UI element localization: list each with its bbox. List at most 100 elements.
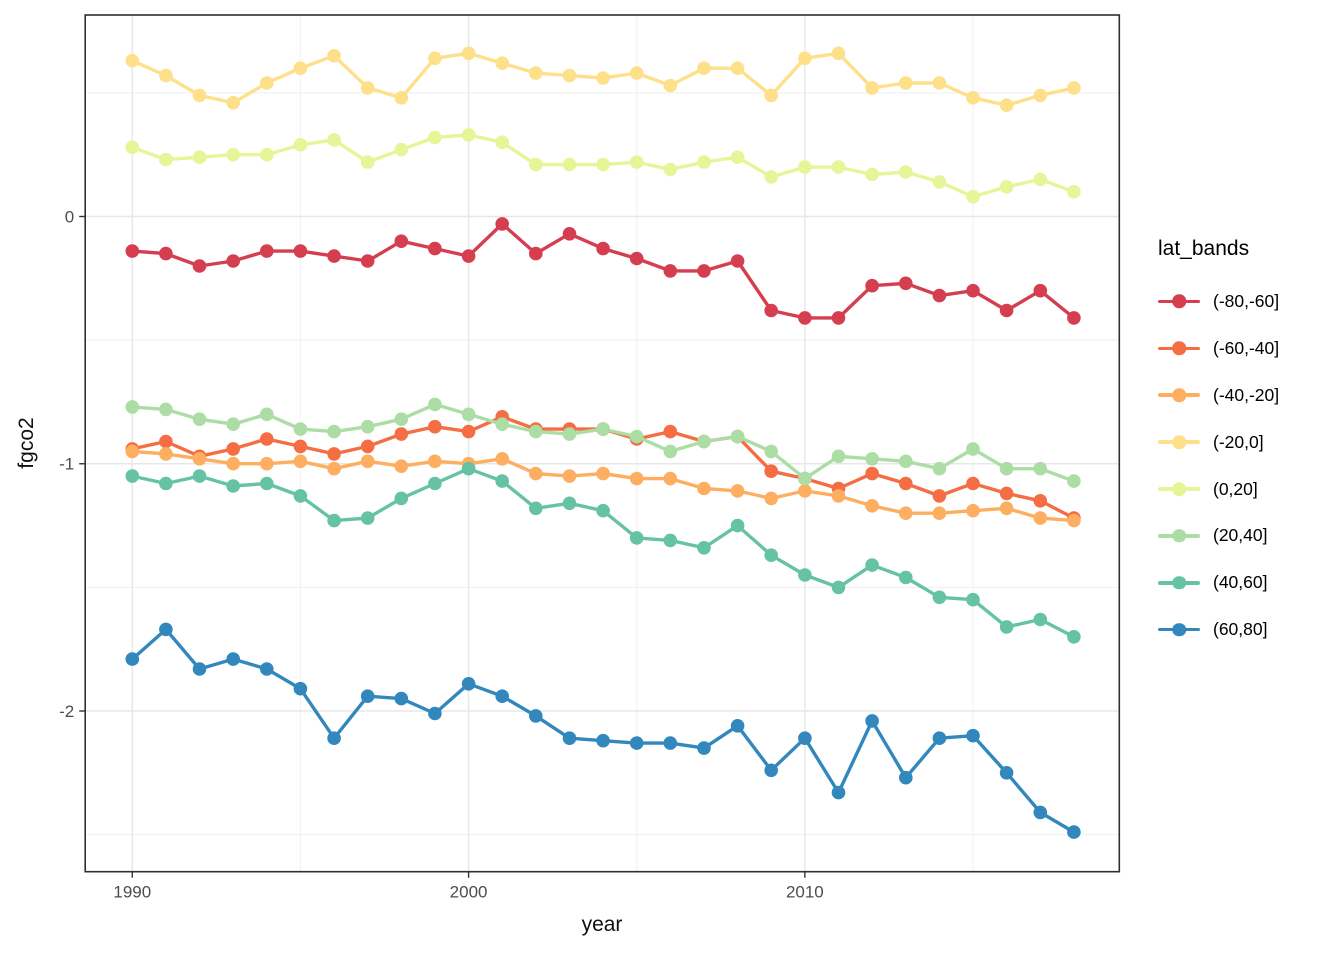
data-point (125, 469, 140, 483)
data-point (293, 422, 308, 436)
data-point (428, 397, 442, 412)
data-point (798, 160, 812, 174)
data-point (428, 454, 442, 469)
legend-label: (40,60] (1213, 572, 1268, 593)
data-point (932, 288, 947, 303)
data-point (260, 407, 274, 422)
data-point (495, 689, 510, 703)
data-point (966, 476, 980, 491)
data-point (428, 476, 442, 491)
legend-key-icon (1158, 340, 1200, 356)
data-point (999, 620, 1014, 634)
data-point (529, 466, 543, 481)
data-point (865, 452, 879, 466)
y-tick-label: 0 (65, 207, 74, 226)
data-point (327, 49, 341, 63)
data-point (260, 76, 274, 90)
data-point (495, 135, 510, 150)
data-point (764, 303, 778, 318)
data-point (562, 227, 577, 241)
data-point (798, 568, 812, 582)
data-point (125, 400, 140, 414)
series-(20,40] (125, 397, 1081, 488)
data-point (865, 278, 879, 293)
legend-key-dot (1172, 529, 1186, 543)
data-point (529, 424, 543, 439)
data-point (596, 157, 610, 172)
data-point (697, 155, 711, 169)
data-point (1033, 511, 1048, 525)
data-point (663, 471, 678, 486)
data-point (730, 254, 745, 268)
data-point (394, 142, 409, 157)
data-point (764, 170, 778, 184)
series-(60,80] (125, 622, 1081, 839)
data-point (899, 770, 913, 785)
data-point (360, 689, 375, 703)
legend-label: (0,20] (1213, 478, 1258, 499)
data-point (327, 731, 341, 745)
data-point (663, 533, 678, 548)
data-point (159, 447, 173, 461)
data-point (125, 244, 140, 258)
data-point (596, 466, 610, 481)
data-point (966, 728, 980, 743)
data-point (999, 303, 1014, 318)
data-point (327, 461, 341, 476)
data-point (226, 96, 240, 110)
data-point (629, 155, 644, 169)
data-point (461, 46, 476, 61)
legend-label: (-20,0] (1213, 431, 1264, 452)
data-point (730, 61, 745, 75)
data-point (764, 763, 778, 778)
data-point (495, 452, 510, 466)
data-point (192, 88, 207, 103)
data-point (260, 432, 274, 446)
data-point (226, 456, 240, 471)
data-point (495, 474, 510, 488)
data-point (192, 259, 207, 273)
data-point (394, 691, 409, 706)
data-point (428, 419, 442, 434)
data-point (697, 541, 711, 555)
legend: lat_bands (-80,-60] (-60,-40] (-40,-20] (-2… (1158, 236, 1344, 653)
legend-key-icon (1158, 481, 1200, 497)
data-point (159, 68, 173, 83)
data-point (831, 449, 846, 464)
data-point (226, 147, 240, 162)
data-point (562, 496, 577, 511)
data-point (260, 662, 274, 676)
data-point (596, 733, 610, 748)
data-point (394, 427, 409, 441)
data-point (865, 499, 879, 513)
data-point (596, 241, 610, 256)
data-point (1033, 461, 1048, 476)
data-point (663, 264, 678, 278)
data-point (192, 412, 207, 427)
legend-label: (60,80] (1213, 619, 1268, 640)
data-point (865, 81, 879, 95)
data-point (293, 244, 308, 258)
data-point (495, 217, 510, 231)
data-point (596, 71, 610, 85)
data-point (899, 506, 913, 520)
data-point (764, 548, 778, 562)
legend-label: (-60,-40] (1213, 337, 1280, 358)
data-point (125, 652, 140, 666)
data-point (125, 53, 140, 68)
y-tick-labels: 0 -1 -2 (59, 207, 74, 720)
data-point (1067, 81, 1081, 95)
data-point (966, 189, 980, 204)
data-point (932, 506, 947, 520)
data-point (159, 622, 173, 637)
data-point (293, 439, 308, 454)
data-point (192, 469, 207, 483)
data-point (394, 91, 409, 105)
legend-key-dot (1172, 294, 1186, 309)
data-point (428, 51, 442, 66)
legend-item-(40,60]: (40,60] (1158, 559, 1344, 606)
series-(-20,0] (125, 46, 1081, 112)
data-point (629, 251, 644, 266)
